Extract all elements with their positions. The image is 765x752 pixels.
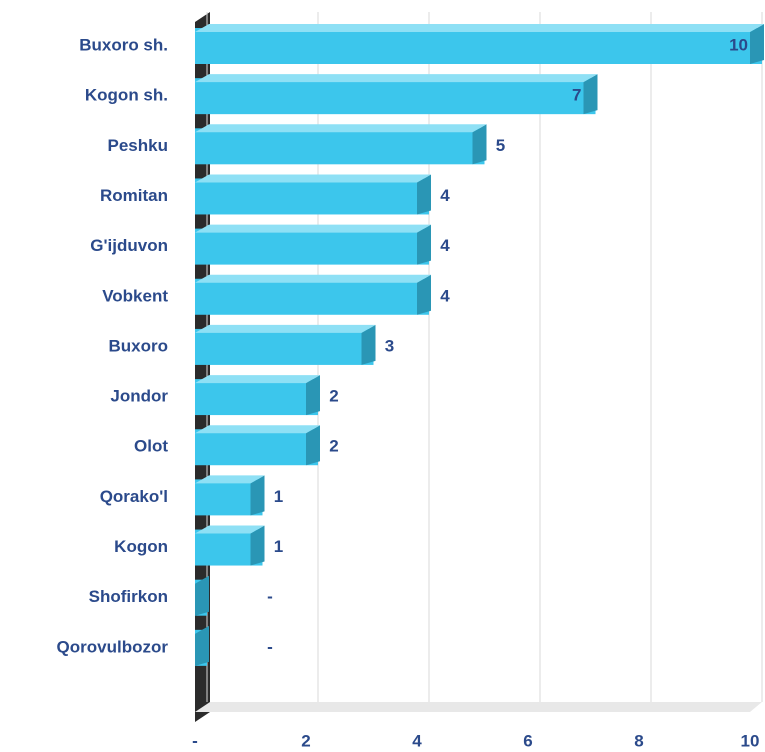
x-tick-label: 2: [301, 731, 310, 750]
bar: [195, 178, 429, 215]
bar-end: [472, 124, 487, 165]
bar-end: [750, 24, 764, 64]
y-tick-label: Shofirkon: [89, 587, 168, 606]
bar-end: [250, 525, 265, 566]
value-label: 10: [729, 35, 748, 54]
bar-top: [195, 525, 265, 534]
y-tick-label: Qorovulbozor: [57, 637, 169, 656]
value-label: 2: [329, 437, 338, 456]
bar-top: [195, 475, 265, 484]
x-tick-label: 10: [741, 731, 760, 750]
bar-end: [195, 625, 209, 666]
bar: [195, 278, 429, 315]
bar-top: [195, 174, 431, 183]
y-tick-label: Buxoro sh.: [79, 35, 168, 54]
bar: [195, 28, 762, 64]
bar-end: [361, 324, 376, 365]
bar-top: [195, 24, 764, 32]
bar-top: [195, 375, 320, 384]
y-tick-label: Peshku: [108, 136, 168, 155]
bar: [195, 379, 318, 416]
value-label: 3: [385, 336, 394, 355]
value-label: 1: [274, 537, 283, 556]
value-label: 2: [329, 387, 338, 406]
y-tick-label: Romitan: [100, 186, 168, 205]
x-tick-label: 4: [412, 731, 422, 750]
bar-end: [306, 425, 320, 466]
bar-end: [583, 74, 598, 115]
bar-end: [306, 375, 320, 416]
value-label: -: [267, 637, 273, 656]
x-tick-label: 6: [523, 731, 532, 750]
value-label: 1: [274, 487, 283, 506]
value-label: -: [267, 587, 273, 606]
value-label: 7: [572, 86, 581, 105]
bar-end: [417, 174, 431, 215]
bar: [195, 328, 374, 365]
bar-top: [195, 324, 376, 333]
bar-top: [195, 74, 598, 83]
y-tick-label: Kogon sh.: [85, 86, 168, 105]
bar-end: [195, 575, 209, 616]
y-tick-label: Kogon: [114, 537, 168, 556]
floor: [195, 702, 762, 712]
bar-top: [195, 274, 431, 283]
value-label: 4: [440, 286, 450, 305]
bar-end: [417, 274, 431, 315]
value-label: 5: [496, 136, 505, 155]
y-tick-label: G'ijduvon: [90, 236, 168, 255]
bar: [195, 228, 429, 265]
y-tick-label: Vobkent: [102, 286, 168, 305]
y-tick-label: Buxoro: [109, 336, 169, 355]
bar: [195, 128, 485, 165]
bar-end: [417, 224, 431, 265]
bar-top: [195, 224, 431, 233]
bar: [195, 429, 318, 466]
bar-top: [195, 124, 487, 133]
x-tick-label: -: [192, 731, 198, 750]
x-tick-label: 8: [634, 731, 643, 750]
y-tick-label: Olot: [134, 437, 168, 456]
y-tick-label: Jondor: [110, 387, 168, 406]
bar: [195, 78, 596, 115]
value-label: 4: [440, 236, 450, 255]
value-label: 4: [440, 186, 450, 205]
bar-top: [195, 425, 320, 434]
bar-end: [250, 475, 265, 516]
y-tick-label: Qorako'l: [100, 487, 168, 506]
